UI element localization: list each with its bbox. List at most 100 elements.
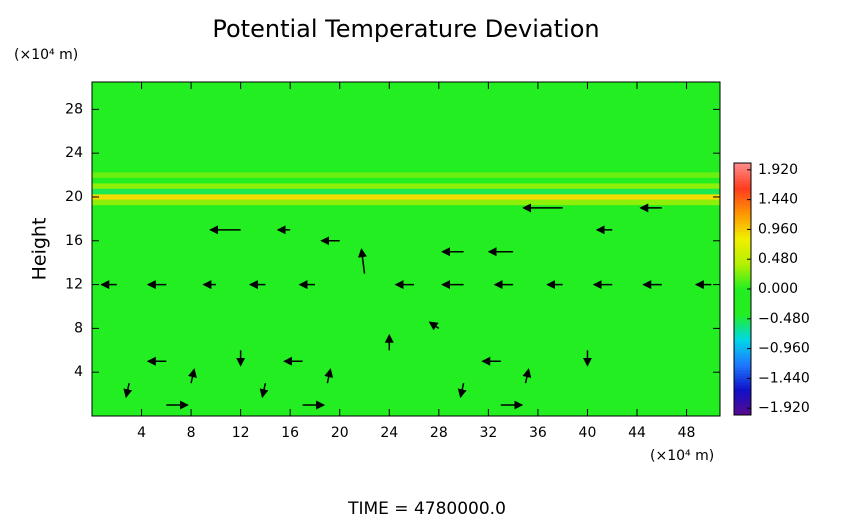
colorbar-segment	[734, 352, 751, 356]
colorbar-segment	[734, 343, 751, 347]
colorbar-segment	[734, 163, 751, 167]
colorbar-segment	[734, 166, 751, 170]
colorbar-tick-label: 0.000	[758, 281, 798, 297]
colorbar-segment	[734, 253, 751, 257]
x-tick-label: 32	[479, 425, 497, 441]
colorbar-segment	[734, 184, 751, 188]
wind-vector	[188, 368, 197, 384]
colorbar-segment	[734, 313, 751, 317]
colorbar-segment	[734, 394, 751, 398]
colorbar-segment	[734, 271, 751, 275]
wind-vector	[522, 368, 532, 384]
x-tick-label: 40	[579, 425, 597, 441]
colorbar-segment	[734, 310, 751, 314]
wind-vector	[123, 382, 133, 399]
colorbar-segment	[734, 340, 751, 344]
colorbar-segment	[734, 247, 751, 251]
colorbar-segment	[734, 220, 751, 224]
colorbar-segment	[734, 208, 751, 212]
colorbar-segment	[734, 232, 751, 236]
colorbar-segment	[734, 316, 751, 320]
colorbar-segment	[734, 367, 751, 371]
colorbar-tick-label: −1.440	[758, 370, 810, 386]
colorbar-segment	[734, 325, 751, 329]
colorbar-segment	[734, 202, 751, 206]
colorbar-segment	[734, 304, 751, 308]
colorbar-segment	[734, 298, 751, 302]
field-stripe	[92, 172, 720, 178]
y-tick-label: 20	[65, 189, 83, 205]
y-tick-label: 24	[65, 145, 83, 161]
time-annotation: TIME = 4780000.0	[347, 499, 506, 519]
field-stripe	[92, 199, 720, 206]
wind-vector	[428, 321, 440, 331]
colorbar-tick-label: 1.440	[758, 192, 798, 208]
colorbar-segment	[734, 403, 751, 407]
colorbar-segment	[734, 250, 751, 254]
colorbar-segment	[734, 373, 751, 377]
colorbar-segment	[734, 334, 751, 338]
colorbar-tick-label: 0.480	[758, 251, 798, 267]
colorbar-segment	[734, 199, 751, 203]
colorbar-segment	[734, 328, 751, 332]
x-unit-label: (×10⁴ m)	[650, 448, 714, 464]
colorbar-segment	[734, 280, 751, 284]
wind-vector	[324, 368, 334, 384]
colorbar-segment	[734, 226, 751, 230]
colorbar-segment	[734, 229, 751, 233]
x-tick-label: 24	[380, 425, 398, 441]
colorbar-segment	[734, 211, 751, 215]
colorbar-segment	[734, 277, 751, 281]
colorbar-tick-label: 0.960	[758, 221, 798, 237]
colorbar-segment	[734, 346, 751, 350]
wind-vector	[457, 382, 467, 399]
colorbar-segment	[734, 358, 751, 362]
y-tick-label: 8	[74, 320, 83, 336]
y-tick-label: 4	[74, 364, 83, 380]
colorbar-segment	[734, 259, 751, 263]
colorbar-segment	[734, 193, 751, 197]
colorbar-segment	[734, 235, 751, 239]
colorbar-segment	[734, 241, 751, 245]
x-tick-label: 36	[529, 425, 547, 441]
colorbar-segment	[734, 172, 751, 176]
x-tick-label: 28	[430, 425, 448, 441]
colorbar-segment	[734, 244, 751, 248]
x-tick-label: 12	[232, 425, 250, 441]
colorbar-segment	[734, 217, 751, 221]
colorbar-segment	[734, 376, 751, 380]
colorbar-segment	[734, 370, 751, 374]
colorbar-segment	[734, 379, 751, 383]
y-tick-label: 16	[65, 233, 83, 249]
colorbar-segment	[734, 406, 751, 410]
colorbar-segment	[734, 397, 751, 401]
wind-vector	[259, 382, 269, 399]
colorbar-segment	[734, 388, 751, 392]
colorbar-segment	[734, 307, 751, 311]
colorbar-segment	[734, 319, 751, 323]
colorbar-segment	[734, 382, 751, 386]
field-stripe	[92, 194, 720, 200]
wind-vector	[357, 248, 367, 274]
x-tick-label: 20	[331, 425, 349, 441]
colorbar-segment	[734, 289, 751, 293]
field-stripe	[92, 183, 720, 189]
colorbar-segment	[734, 322, 751, 326]
colorbar-segment	[734, 295, 751, 299]
chart-title: Potential Temperature Deviation	[212, 15, 599, 43]
colorbar-tick-label: −0.480	[758, 311, 810, 327]
colorbar-segment	[734, 205, 751, 209]
y-tick-label: 12	[65, 277, 83, 293]
colorbar-segment	[734, 181, 751, 185]
y-axis-label: Height	[29, 218, 51, 281]
colorbar-segment	[734, 214, 751, 218]
colorbar-segment	[734, 283, 751, 287]
field-stripe	[92, 188, 720, 195]
x-tick-label: 4	[137, 425, 146, 441]
x-tick-label: 8	[187, 425, 196, 441]
y-tick-label: 28	[65, 101, 83, 117]
y-unit-label: (×10⁴ m)	[14, 47, 78, 63]
field-stripe	[92, 177, 720, 184]
plot-frame	[91, 81, 721, 417]
